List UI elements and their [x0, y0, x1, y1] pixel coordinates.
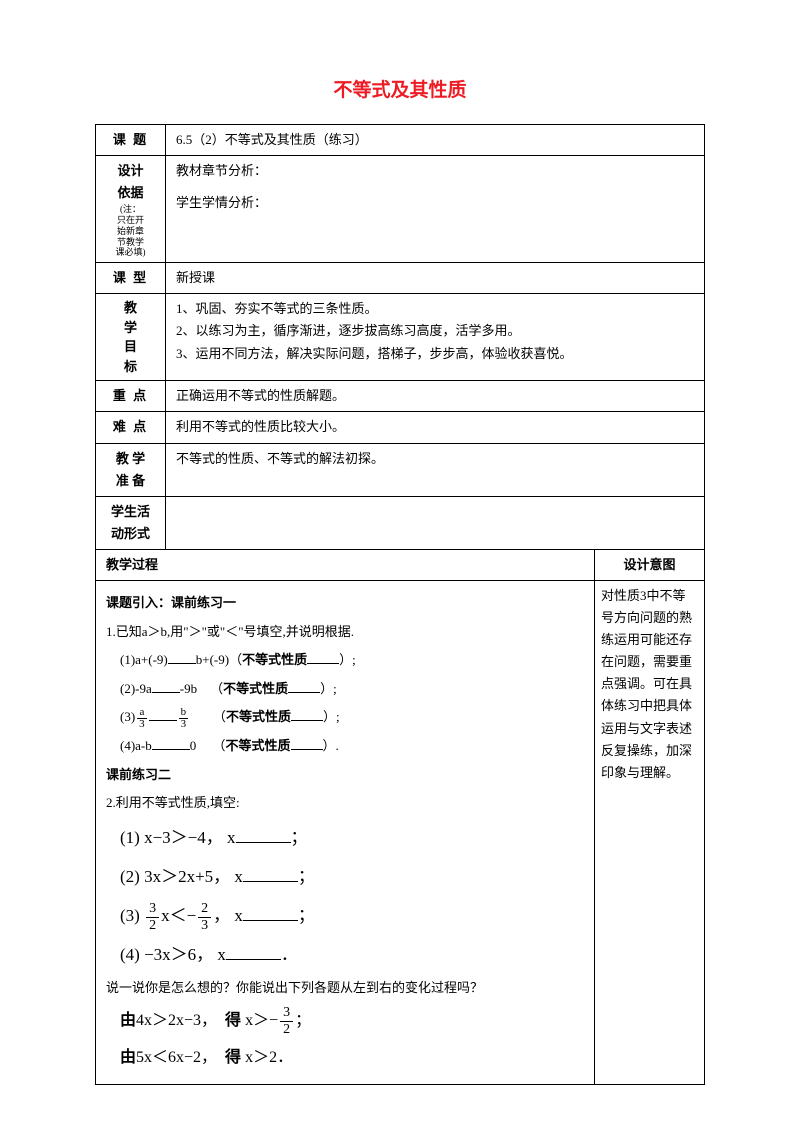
design-basis-content: 教材章节分析： 学生学情分析： [166, 156, 705, 263]
q1-item-2: (2)-9a-9b （不等式性质）; [106, 675, 584, 704]
q2-item-3: (3) 32x＜−23， x； [106, 896, 584, 935]
intro-title: 课题引入：课前练习一 [106, 589, 584, 618]
pre-exercise-2: 课前练习二 [106, 761, 584, 790]
q1-item-3: (3)a3b3 （不等式性质）; [106, 703, 584, 732]
derive-1: 由4x＞2x−3， 得 x＞−32； [106, 1003, 584, 1040]
doc-title: 不等式及其性质 [95, 75, 705, 102]
label-keypoint: 重 点 [96, 381, 166, 412]
label-process: 教学过程 [96, 549, 595, 580]
keypoint-content: 正确运用不等式的性质解题。 [166, 381, 705, 412]
activity-content [166, 496, 705, 549]
student-analysis: 学生学情分析： [176, 192, 698, 214]
label-design-intent: 设计意图 [595, 549, 705, 580]
prep-content: 不等式的性质、不等式的解法初探。 [166, 443, 705, 496]
chapter-analysis: 教材章节分析： [176, 160, 698, 182]
q1-item-4: (4)a-b0 （不等式性质）. [106, 732, 584, 761]
difficult-content: 利用不等式的性质比较大小。 [166, 412, 705, 443]
label-prep: 教 学 准 备 [96, 443, 166, 496]
q2-item-1: (1) x−3＞−4， x； [106, 818, 584, 857]
lesson-type-content: 新授课 [166, 263, 705, 294]
derive-2: 由5x＜6x−2， 得 x＞2． [106, 1040, 584, 1077]
topic-content: 6.5（2）不等式及其性质（练习） [166, 125, 705, 156]
lesson-content: 课题引入：课前练习一 1.已知a＞b,用"＞"或"＜"号填空,并说明根据. (1… [96, 581, 595, 1085]
question-2: 2.利用不等式性质,填空: [106, 789, 584, 818]
label-objectives: 教 学 目 标 [96, 294, 166, 381]
question-1: 1.已知a＞b,用"＞"或"＜"号填空,并说明根据. [106, 618, 584, 647]
label-difficult: 难 点 [96, 412, 166, 443]
label-design-basis: 设计 依据 (注： 只在开 始新章 节教学 课必填) [96, 156, 166, 263]
q2-item-4: (4) −3x＞6， x． [106, 935, 584, 974]
lesson-plan-table: 课 题 6.5（2）不等式及其性质（练习） 设计 依据 (注： 只在开 始新章 … [95, 124, 705, 1085]
objectives-content: 1、巩固、夯实不等式的三条性质。 2、以练习为主，循序渐进，逐步拔高练习高度，活… [166, 294, 705, 381]
label-topic: 课 题 [96, 125, 166, 156]
think-prompt: 说一说你是怎么想的？你能说出下列各题从左到右的变化过程吗？ [106, 974, 584, 1003]
design-intent-content: 对性质3中不等号方向问题的熟练运用可能还存在问题，需要重点强调。可在具体练习中把… [595, 581, 705, 1085]
q2-item-2: (2) 3x＞2x+5， x； [106, 857, 584, 896]
label-lesson-type: 课 型 [96, 263, 166, 294]
q1-item-1: (1)a+(-9)b+(-9)（不等式性质）; [106, 646, 584, 675]
label-activity: 学生活 动形式 [96, 496, 166, 549]
